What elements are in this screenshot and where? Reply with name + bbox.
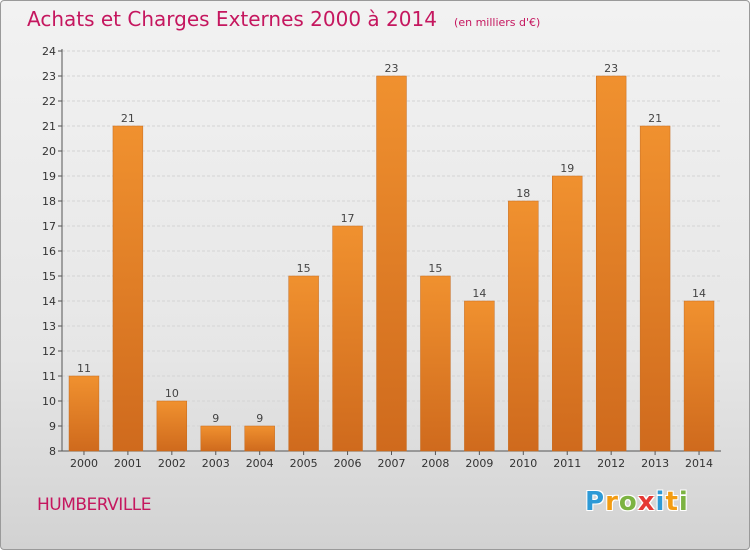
bar <box>332 225 363 452</box>
data-label: 14 <box>692 287 706 300</box>
x-tick-label: 2000 <box>70 457 98 470</box>
bar <box>683 300 715 452</box>
bar <box>595 75 627 452</box>
data-labels: 11 21 10 9 9 15 17 23 15 14 18 19 23 21 14 <box>77 62 706 425</box>
x-tick-label: 2002 <box>158 457 186 470</box>
chart-title: Achats et Charges Externes 2000 à 2014 <box>27 7 437 31</box>
brand-letter: i <box>678 487 689 517</box>
bar <box>420 275 451 452</box>
bar <box>376 75 407 452</box>
bar <box>68 375 100 452</box>
brand-letter: P <box>585 487 606 517</box>
x-tick-label: 2005 <box>290 457 318 470</box>
x-tick-label: 2009 <box>465 457 493 470</box>
y-tick-label: 21 <box>42 120 56 133</box>
brand-logo: Proxiti <box>585 487 689 517</box>
x-tick-label: 2011 <box>553 457 581 470</box>
data-label: 21 <box>648 112 662 125</box>
x-tick-label: 2007 <box>378 457 406 470</box>
bar <box>200 425 231 452</box>
y-axis-ticks: 8 9 10 11 12 13 14 15 16 17 18 19 20 21 22 23 24 <box>42 45 56 458</box>
data-label: 21 <box>121 112 135 125</box>
chart-subtitle: (en milliers d'€) <box>454 16 541 29</box>
bars <box>68 75 715 452</box>
title-row: Achats et Charges Externes 2000 à 2014 (… <box>27 7 540 31</box>
x-tick-label: 2012 <box>597 457 625 470</box>
y-tick-label: 17 <box>42 220 56 233</box>
bar <box>508 200 539 452</box>
y-tick-label: 11 <box>42 370 56 383</box>
bar <box>288 275 319 452</box>
bar <box>552 175 583 452</box>
brand-letter: t <box>665 487 679 517</box>
y-tick-label: 16 <box>42 245 56 258</box>
data-label: 23 <box>604 62 618 75</box>
data-label: 11 <box>77 362 91 375</box>
y-tick-label: 14 <box>42 295 56 308</box>
y-tick-label: 19 <box>42 170 56 183</box>
x-tick-label: 2004 <box>246 457 274 470</box>
data-label: 14 <box>472 287 486 300</box>
y-tick-label: 12 <box>42 345 56 358</box>
x-tick-label: 2001 <box>114 457 142 470</box>
y-tick-label: 8 <box>49 445 56 458</box>
data-label: 9 <box>212 412 219 425</box>
data-label: 15 <box>297 262 311 275</box>
bar <box>639 125 671 452</box>
bar <box>464 300 495 452</box>
y-tick-label: 23 <box>42 70 56 83</box>
data-label: 23 <box>385 62 399 75</box>
y-tick-label: 15 <box>42 270 56 283</box>
x-tick-label: 2014 <box>685 457 713 470</box>
brand-letter: i <box>655 487 666 517</box>
brand-letter: x <box>637 487 656 517</box>
y-tick-label: 20 <box>42 145 56 158</box>
data-label: 10 <box>165 387 179 400</box>
location-label: HUMBERVILLE <box>37 495 152 515</box>
data-label: 17 <box>341 212 355 225</box>
bar <box>244 425 275 452</box>
brand-letter: o <box>618 487 638 517</box>
y-tick-label: 24 <box>42 45 56 58</box>
bar <box>112 125 144 452</box>
x-tick-label: 2013 <box>641 457 669 470</box>
bar <box>156 400 188 452</box>
x-axis-ticks: 2000 2001 2002 2003 2004 2005 2006 2007 2008 2009… <box>70 457 713 470</box>
x-tick-label: 2010 <box>509 457 537 470</box>
y-tick-label: 9 <box>49 420 56 433</box>
data-label: 15 <box>428 262 442 275</box>
data-label: 19 <box>560 162 574 175</box>
x-tick-label: 2003 <box>202 457 230 470</box>
data-label: 9 <box>256 412 263 425</box>
y-tick-label: 22 <box>42 95 56 108</box>
y-tick-label: 13 <box>42 320 56 333</box>
x-tick-label: 2006 <box>334 457 362 470</box>
y-tick-label: 10 <box>42 395 56 408</box>
data-label: 18 <box>516 187 530 200</box>
y-tick-label: 18 <box>42 195 56 208</box>
brand-letter: r <box>605 487 619 517</box>
x-tick-label: 2008 <box>421 457 449 470</box>
